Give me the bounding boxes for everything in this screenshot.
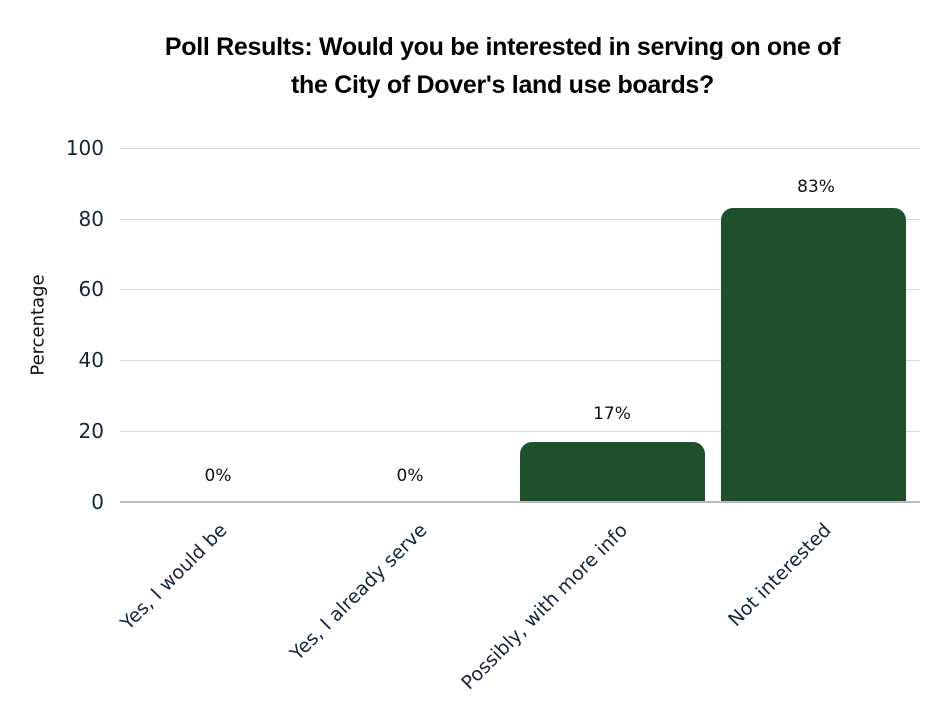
y-tick-80: 80 [78, 207, 104, 231]
value-label-possibly: 17% [593, 404, 631, 424]
chart-title-line-2: the City of Dover's land use boards? [290, 71, 714, 99]
y-tick-40: 40 [78, 348, 104, 372]
x-label-not-interested: Not interested [724, 519, 836, 631]
y-axis-label: Percentage [27, 274, 49, 376]
gridline-40 [120, 360, 920, 361]
x-label-yes-would-be: Yes, I would be [116, 519, 232, 635]
gridline-20 [120, 431, 920, 432]
value-label-yes-already-serve: 0% [396, 466, 424, 486]
value-label-yes-would-be: 0% [204, 466, 232, 486]
x-axis-baseline [120, 501, 920, 503]
bar-possibly [520, 442, 705, 502]
chart-title: Poll Results: Would you be interested in… [0, 28, 952, 104]
value-label-not-interested: 83% [797, 177, 835, 197]
chart-title-line-1: Poll Results: Would you be interested in… [164, 33, 841, 61]
gridline-80 [120, 219, 920, 220]
y-tick-60: 60 [78, 277, 104, 301]
y-tick-0: 0 [91, 490, 104, 514]
bar-not-interested [721, 208, 906, 502]
y-tick-100: 100 [65, 136, 104, 160]
gridline-60 [120, 289, 920, 290]
x-label-possibly: Possibly, with more info [456, 519, 632, 695]
x-label-yes-already-serve: Yes, I already serve [286, 519, 432, 665]
gridline-100 [120, 148, 920, 149]
y-tick-20: 20 [78, 419, 104, 443]
